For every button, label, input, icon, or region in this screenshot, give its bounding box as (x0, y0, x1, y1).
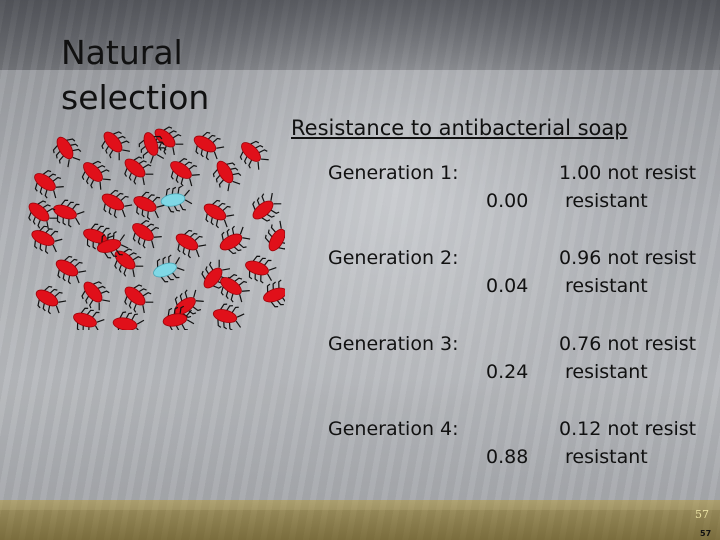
slide-subtitle: Resistance to antibacterial soap (291, 116, 628, 140)
generation-label: Generation 1: (328, 162, 459, 184)
bacterium-icon (124, 284, 154, 314)
bacterium-icon (239, 140, 269, 170)
page-number: 57 (695, 508, 709, 521)
resistant-label: resistant (565, 361, 648, 383)
bacterium-icon (201, 259, 231, 289)
resistant-bacterium-icon (160, 185, 193, 213)
resistant-frequency: 0.88 (486, 446, 529, 468)
resistant-bacterium-icon (153, 254, 185, 283)
bacterium-icon (52, 136, 82, 168)
resistant-frequency: 0.24 (486, 361, 529, 383)
page-number-small: 57 (700, 529, 712, 538)
bacterium-icon (264, 220, 285, 252)
bacterium-icon (132, 220, 162, 249)
bacterium-icon (81, 160, 111, 190)
not-resistant-frequency: 0.76 not resist (559, 333, 697, 355)
bacterium-icon (133, 191, 165, 220)
bacterium-icon (212, 303, 245, 330)
generation-label: Generation 2: (328, 247, 459, 269)
bacterium-icon (220, 274, 250, 303)
bacterium-icon (175, 229, 207, 259)
resistant-label: resistant (565, 190, 648, 212)
bacterium-icon (170, 158, 200, 187)
bacterium-icon (203, 199, 235, 229)
bacterium-icon (53, 199, 85, 228)
resistant-frequency: 0.04 (486, 275, 529, 297)
bacterium-icon (73, 307, 105, 330)
resistant-frequency: 0.00 (486, 190, 529, 212)
generation-label: Generation 3: (328, 333, 459, 355)
bacterium-icon (154, 126, 184, 156)
bacterium-icon (138, 132, 167, 164)
bacterium-icon (101, 189, 133, 219)
bacterium-icon (193, 131, 225, 161)
bacterium-icon (212, 160, 242, 192)
bacterium-icon (162, 305, 195, 330)
resistant-label: resistant (565, 275, 648, 297)
bacteria-cluster (28, 126, 285, 330)
bacterium-icon (124, 156, 154, 186)
top-band (0, 0, 720, 70)
bacterium-icon (174, 289, 204, 318)
bacterium-icon (245, 255, 277, 284)
bacterium-icon (28, 200, 58, 230)
bacterium-icon (96, 231, 129, 259)
bottom-band (0, 500, 720, 540)
bacterium-icon (112, 311, 145, 330)
generation-label: Generation 4: (328, 418, 459, 440)
bacterium-icon (252, 192, 282, 222)
bacterium-icon (35, 285, 67, 315)
slide-title: Natural selection (61, 33, 210, 117)
bacterium-icon (114, 248, 144, 278)
bacterium-icon (31, 225, 63, 254)
bacterium-icon (101, 131, 131, 161)
bacterium-icon (219, 225, 251, 255)
bacterium-icon (34, 170, 64, 199)
not-resistant-frequency: 0.12 not resist (559, 418, 697, 440)
not-resistant-frequency: 1.00 not resist (559, 162, 697, 184)
not-resistant-frequency: 0.96 not resist (559, 247, 697, 269)
bacterium-icon (263, 279, 285, 308)
bacterium-icon (55, 255, 87, 285)
resistant-label: resistant (565, 446, 648, 468)
bacterium-icon (81, 281, 111, 311)
